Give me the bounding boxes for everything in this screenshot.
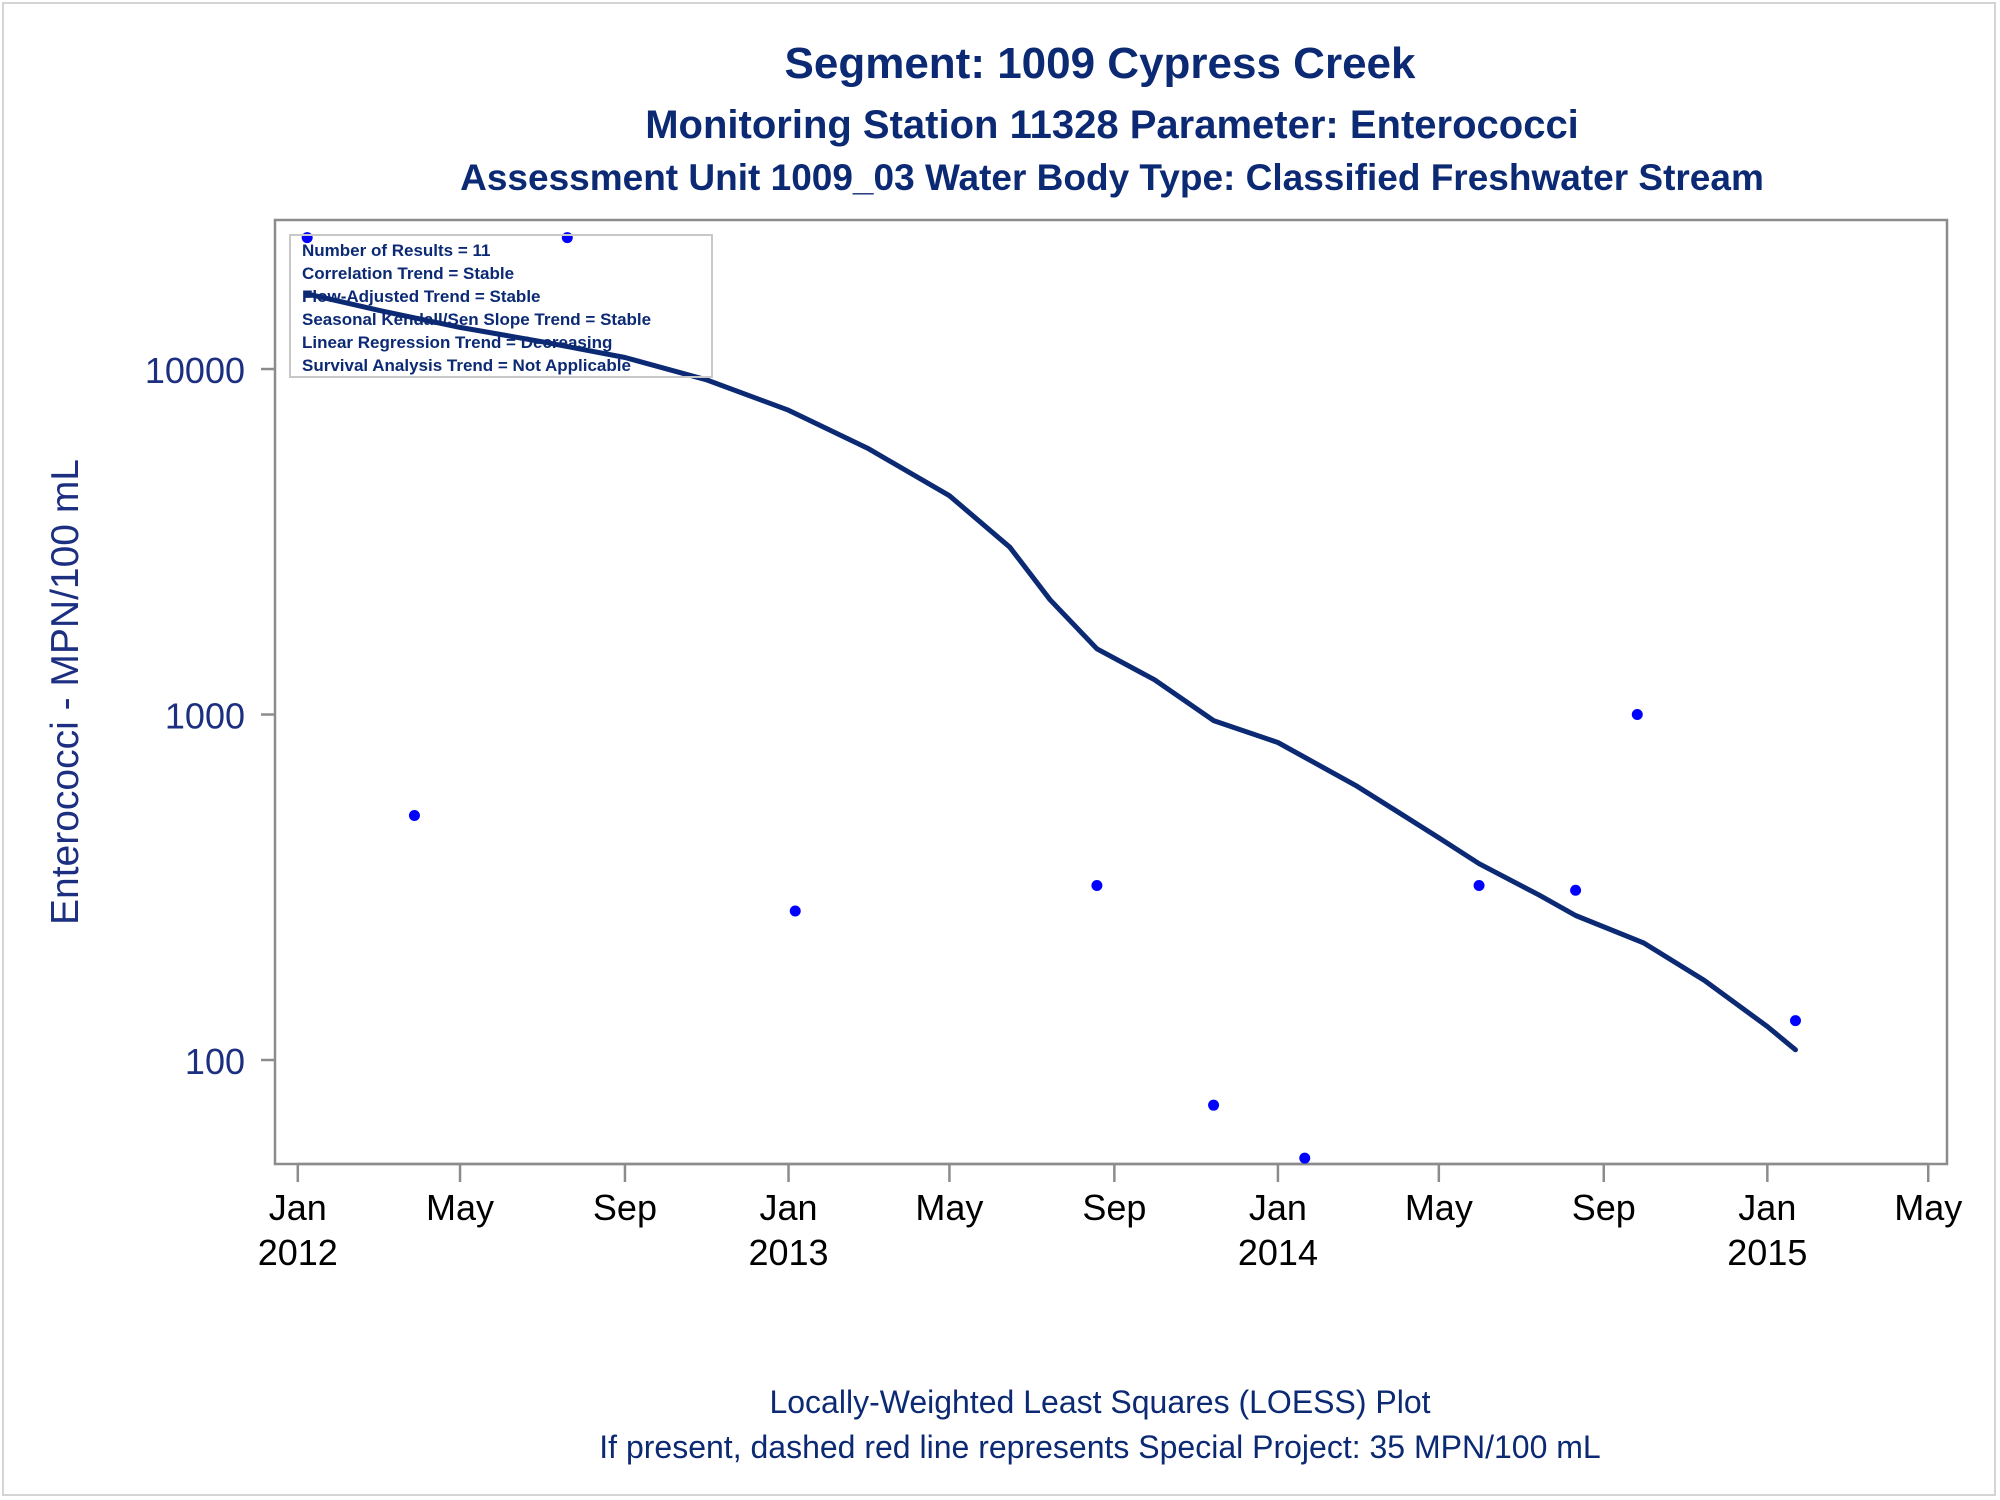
data-point [1789,1015,1801,1027]
data-point [1299,1152,1311,1164]
data-point [408,810,420,822]
data-point [789,905,801,917]
y-tick-label: 10000 [145,350,245,391]
loess-curve-layer [304,291,1798,1053]
x-tick-label: May [1405,1187,1473,1228]
x-tick-label: Jan [1249,1187,1307,1228]
data-point [1473,879,1485,891]
x-tick-label: May [915,1187,983,1228]
chart-subtitle-1: Monitoring Station 11328 Parameter: Ente… [645,103,1579,147]
x-tick-year-label: 2015 [1727,1232,1807,1273]
x-tick-year-label: 2014 [1238,1232,1318,1273]
data-point [1631,709,1643,721]
data-point [1570,884,1582,896]
footnote-loess: Locally-Weighted Least Squares (LOESS) P… [769,1384,1430,1420]
y-axis: 100 1000 10000 [145,350,275,1082]
x-tick-label: May [1894,1187,1962,1228]
chart-title: Segment: 1009 Cypress Creek [785,39,1417,88]
x-tick-label: May [426,1187,494,1228]
y-tick-label: 100 [185,1041,245,1082]
x-tick-label: Jan [269,1187,327,1228]
y-tick-label: 1000 [165,696,245,737]
x-tick-label: Sep [1572,1187,1636,1228]
stats-line-seasonal-kendall: Seasonal Kendall/Sen Slope Trend = Stabl… [302,310,651,329]
loess-curve [304,291,1798,1053]
stats-box-border [289,234,713,378]
stats-box: Number of Results = 11 Correlation Trend… [289,234,713,378]
y-axis-label: Enterococci - MPN/100 mL [44,459,87,925]
footnote-special-project: If present, dashed red line represents S… [599,1429,1600,1465]
data-point [1091,879,1103,891]
x-tick-label: Jan [1738,1187,1796,1228]
stats-line-linear-regression: Linear Regression Trend = Decreasing [302,333,612,352]
data-point [561,232,573,244]
stats-line-correlation: Correlation Trend = Stable [302,264,514,283]
x-tick-year-label: 2012 [258,1232,338,1273]
x-tick-label: Sep [593,1187,657,1228]
stats-line-survival: Survival Analysis Trend = Not Applicable [302,356,631,375]
x-tick-label: Jan [760,1187,818,1228]
stats-line-results: Number of Results = 11 [302,241,490,260]
chart-subtitle-2: Assessment Unit 1009_03 Water Body Type:… [460,157,1764,198]
x-tick-year-label: 2013 [748,1232,828,1273]
data-point [1208,1099,1220,1111]
stats-line-flow-adjusted: Flow-Adjusted Trend = Stable [302,287,541,306]
x-tick-label: Sep [1082,1187,1146,1228]
